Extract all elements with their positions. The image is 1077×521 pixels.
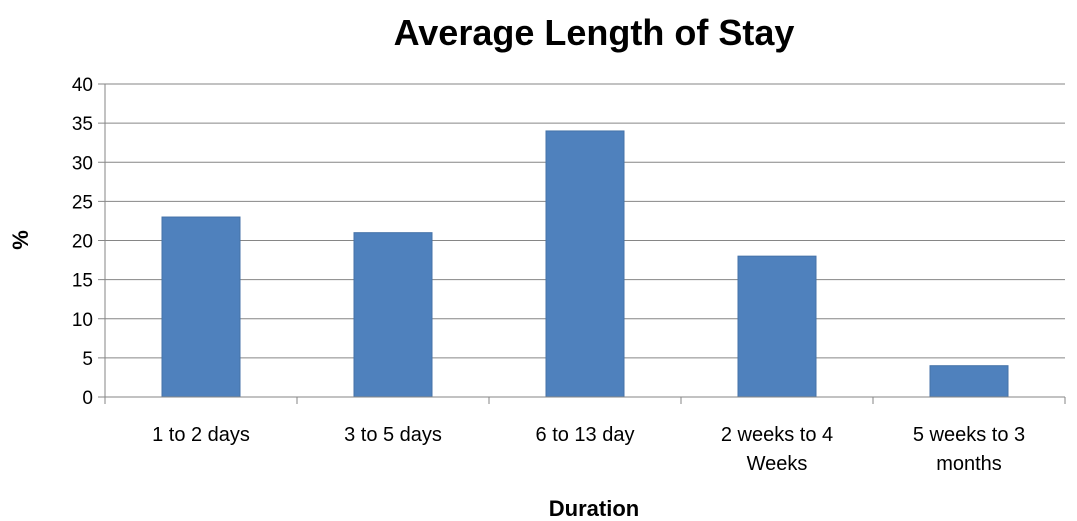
x-category-label: 6 to 13 day: [536, 424, 635, 446]
y-tick-label: 35: [72, 114, 93, 135]
x-category-label: 2 weeks to 4 Weeks: [721, 424, 833, 475]
y-tick-label: 40: [72, 75, 93, 96]
x-category-labels: 1 to 2 days 3 to 5 days 6 to 13 day 2 weeks…: [152, 424, 1025, 475]
x-category-label: 1 to 2 days: [152, 424, 250, 446]
y-tick-label: 0: [82, 388, 93, 409]
y-tick-label: 30: [72, 153, 93, 174]
bar: [545, 130, 625, 398]
axes: [98, 83, 1066, 404]
bars: [161, 130, 1009, 398]
y-tick-labels: 0 5 10 15 20 25 30 35 40: [72, 75, 93, 409]
bar: [353, 232, 433, 398]
y-tick-label: 10: [72, 310, 93, 331]
bar: [161, 216, 241, 398]
x-category-label: 5 weeks to 3 months: [913, 424, 1025, 475]
chart-title: Average Length of Stay: [394, 12, 795, 53]
y-tick-label: 20: [72, 232, 93, 253]
x-category-label: 3 to 5 days: [344, 424, 442, 446]
bar: [737, 255, 817, 398]
y-tick-label: 15: [72, 271, 93, 292]
x-axis-title: Duration: [549, 496, 639, 521]
y-tick-label: 25: [72, 192, 93, 213]
y-tick-label: 5: [82, 349, 93, 370]
y-axis-title: %: [8, 230, 33, 250]
bar: [929, 365, 1009, 398]
